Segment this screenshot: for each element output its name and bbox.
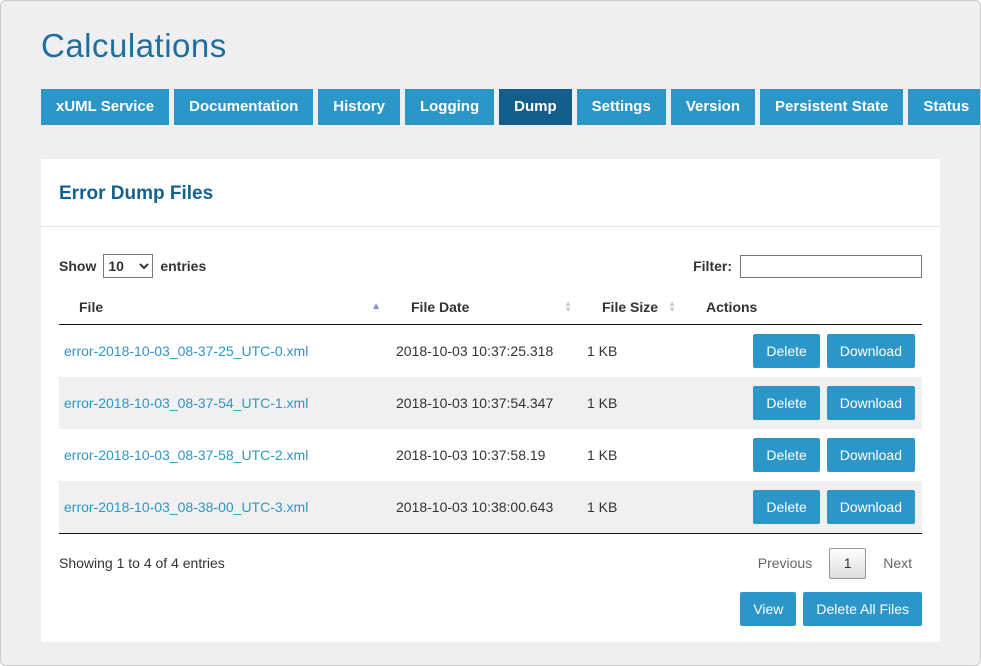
sort-up-icon: ▲ xyxy=(564,299,572,308)
sort-up-icon: ▲ xyxy=(668,299,676,308)
delete-button[interactable]: Delete xyxy=(753,334,820,368)
entries-summary: Showing 1 to 4 of 4 entries xyxy=(59,555,225,571)
table-header-row: File ▲ File Date ▲ ▼ xyxy=(59,290,922,325)
tab-version[interactable]: Version xyxy=(670,89,756,125)
view-button[interactable]: View xyxy=(740,592,797,626)
sort-down-icon: ▼ xyxy=(564,305,572,314)
column-header-file-size[interactable]: File Size ▲ ▼ xyxy=(582,290,686,325)
file-date-cell: 2018-10-03 10:37:25.318 xyxy=(396,343,554,359)
tab-dump[interactable]: Dump xyxy=(499,89,572,125)
table-controls: Show 10 entries Filter: xyxy=(59,254,922,278)
tab-documentation[interactable]: Documentation xyxy=(174,89,314,125)
file-link[interactable]: error-2018-10-03_08-37-54_UTC-1.xml xyxy=(64,395,309,411)
file-date-cell: 2018-10-03 10:37:58.19 xyxy=(396,447,546,463)
file-size-cell: 1 KB xyxy=(582,377,686,429)
next-page-button[interactable]: Next xyxy=(883,555,912,571)
file-size-cell: 1 KB xyxy=(582,481,686,534)
sort-down-icon: ▼ xyxy=(668,305,676,314)
tab-status[interactable]: Status xyxy=(908,89,980,125)
show-label: Show xyxy=(59,258,97,274)
file-date-cell: 2018-10-03 10:38:00.643 xyxy=(391,481,582,534)
table-row: error-2018-10-03_08-38-00_UTC-3.xml 2018… xyxy=(59,481,922,534)
pagination: Previous 1 Next xyxy=(748,547,922,579)
sort-both-icon: ▲ ▼ xyxy=(668,299,676,314)
show-entries-control: Show 10 entries xyxy=(59,254,206,278)
download-button[interactable]: Download xyxy=(826,334,915,368)
error-dump-files-table: File ▲ File Date ▲ ▼ xyxy=(59,290,922,534)
page-title: Calculations xyxy=(41,27,227,64)
column-label: File Date xyxy=(411,299,470,315)
entries-label: entries xyxy=(160,258,207,274)
page-size-select[interactable]: 10 xyxy=(103,254,154,278)
error-dump-files-panel: Error Dump Files Show 10 entries Filter: xyxy=(41,159,940,642)
file-size-cell: 1 KB xyxy=(587,343,618,359)
filter-control: Filter: xyxy=(693,254,922,278)
column-header-actions: Actions xyxy=(686,290,922,325)
file-size-cell: 1 KB xyxy=(587,447,618,463)
download-button[interactable]: Download xyxy=(826,386,915,420)
file-link[interactable]: error-2018-10-03_08-37-58_UTC-2.xml xyxy=(64,447,309,463)
panel-header: Error Dump Files xyxy=(41,159,940,227)
delete-button[interactable]: Delete xyxy=(753,386,820,420)
file-date-cell: 2018-10-03 10:37:54.347 xyxy=(391,377,582,429)
column-label: Actions xyxy=(706,299,758,315)
column-label: File xyxy=(79,299,104,315)
tab-xuml-service[interactable]: xUML Service xyxy=(41,89,170,125)
sort-both-icon: ▲ ▼ xyxy=(564,299,572,314)
table-row: error-2018-10-03_08-37-54_UTC-1.xml 2018… xyxy=(59,377,922,429)
download-button[interactable]: Download xyxy=(826,490,915,524)
page-number-button[interactable]: 1 xyxy=(829,547,867,579)
column-header-file[interactable]: File ▲ xyxy=(59,290,391,325)
table-row: error-2018-10-03_08-37-58_UTC-2.xml 2018… xyxy=(59,429,922,481)
download-button[interactable]: Download xyxy=(826,438,915,472)
sort-asc-icon: ▲ xyxy=(371,301,381,312)
tab-bar: xUML Service Documentation History Loggi… xyxy=(41,89,980,125)
tab-persistent-state[interactable]: Persistent State xyxy=(760,89,904,125)
tab-history[interactable]: History xyxy=(318,89,400,125)
delete-button[interactable]: Delete xyxy=(753,490,820,524)
panel-action-buttons: View Delete All Files xyxy=(59,592,922,626)
delete-button[interactable]: Delete xyxy=(753,438,820,472)
tab-logging[interactable]: Logging xyxy=(404,89,495,125)
filter-input[interactable] xyxy=(740,254,922,278)
panel-title: Error Dump Files xyxy=(59,183,214,204)
file-link[interactable]: error-2018-10-03_08-37-25_UTC-0.xml xyxy=(64,343,309,359)
file-link[interactable]: error-2018-10-03_08-38-00_UTC-3.xml xyxy=(64,499,309,515)
previous-page-button[interactable]: Previous xyxy=(757,555,813,571)
filter-label: Filter: xyxy=(693,258,732,274)
delete-all-files-button[interactable]: Delete All Files xyxy=(803,592,922,626)
column-label: File Size xyxy=(602,299,659,315)
column-header-file-date[interactable]: File Date ▲ ▼ xyxy=(391,290,582,325)
table-row: error-2018-10-03_08-37-25_UTC-0.xml 2018… xyxy=(59,325,922,378)
table-footer: Showing 1 to 4 of 4 entries Previous 1 N… xyxy=(59,534,922,579)
tab-settings[interactable]: Settings xyxy=(576,89,666,125)
